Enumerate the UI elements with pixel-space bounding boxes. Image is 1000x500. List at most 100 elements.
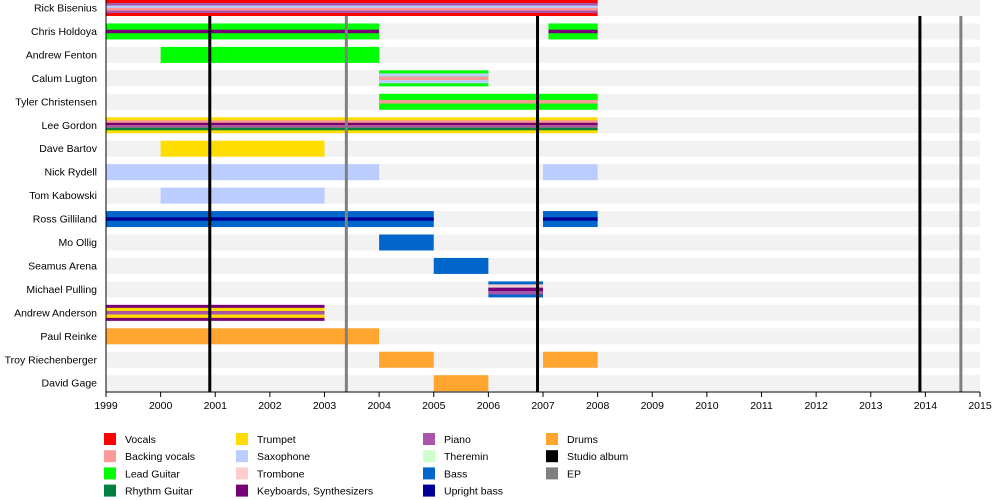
x-tick-label: 2000 xyxy=(149,400,173,412)
legend-swatch xyxy=(104,467,116,480)
member-bar-stripe xyxy=(379,76,489,81)
legend-swatch xyxy=(104,484,116,497)
legend-label: Bass xyxy=(444,468,467,480)
legend-label: Keyboards, Synthesizers xyxy=(257,486,373,498)
x-tick-label: 2005 xyxy=(422,400,446,412)
x-tick-label: 2011 xyxy=(750,400,773,412)
member-label: Lee Gordon xyxy=(42,120,98,132)
member-label: Paul Reinke xyxy=(40,331,97,343)
member-bar-stripe xyxy=(379,100,598,104)
member-bar-stripe xyxy=(106,8,598,11)
member-bar xyxy=(433,257,489,274)
legend-label: Piano xyxy=(444,434,471,446)
member-bar-stripe xyxy=(379,80,489,84)
legend-swatch xyxy=(423,450,435,463)
member-label: Tyler Christensen xyxy=(15,96,97,108)
x-tick-label: 1999 xyxy=(94,400,118,412)
legend-label: Saxophone xyxy=(257,451,310,463)
x-tick-label: 2001 xyxy=(204,400,228,412)
row-band xyxy=(106,234,980,251)
legend-swatch xyxy=(236,467,248,480)
member-bar-stripe xyxy=(488,291,543,295)
member-label: Michael Pulling xyxy=(26,284,97,296)
member-label: Dave Bartov xyxy=(39,143,98,155)
member-bar-stripe xyxy=(379,73,489,77)
member-label: Calum Lugton xyxy=(32,73,98,85)
x-tick-label: 2003 xyxy=(313,400,337,412)
legend-swatch xyxy=(546,450,558,463)
member-bar xyxy=(106,164,380,181)
x-tick-label: 2007 xyxy=(531,400,555,412)
legend-label: Theremin xyxy=(444,451,489,463)
member-bar xyxy=(379,234,434,251)
member-bar-stripe xyxy=(106,125,598,128)
member-label: Rick Bisenius xyxy=(34,3,97,15)
legend-swatch xyxy=(236,484,248,497)
x-tick-label: 2008 xyxy=(586,400,610,412)
legend-swatch xyxy=(423,467,435,480)
member-bar xyxy=(160,187,325,204)
legend-swatch xyxy=(546,433,558,445)
member-bar-stripe xyxy=(106,127,598,131)
member-label: Ross Gilliland xyxy=(33,214,97,226)
legend-swatch xyxy=(546,467,558,480)
legend-label: EP xyxy=(567,468,581,480)
member-bar xyxy=(160,140,325,157)
member-bar xyxy=(543,164,598,181)
member-label: Nick Rydell xyxy=(44,167,97,179)
member-bar-stripe xyxy=(106,10,598,13)
legend-swatch xyxy=(236,450,248,463)
x-tick-label: 2012 xyxy=(804,400,828,412)
x-tick-label: 2010 xyxy=(695,400,719,412)
member-label: Andrew Anderson xyxy=(14,307,97,319)
member-label: David Gage xyxy=(42,378,98,390)
member-label: Andrew Fenton xyxy=(26,49,97,61)
legend-label: Upright bass xyxy=(444,486,503,498)
member-bar-stripe xyxy=(106,5,598,8)
legend-swatch xyxy=(423,433,435,445)
member-bar-stripe xyxy=(543,217,598,221)
member-bar-stripe xyxy=(106,314,325,318)
member-bar xyxy=(106,328,380,345)
legend-label: Rhythm Guitar xyxy=(125,486,193,498)
x-tick-label: 2015 xyxy=(968,400,992,412)
x-tick-label: 2004 xyxy=(367,400,391,412)
legend-label: Backing vocals xyxy=(125,451,195,463)
member-label: Chris Holdoya xyxy=(31,26,97,38)
row-band xyxy=(106,70,980,87)
x-tick-label: 2006 xyxy=(477,400,501,412)
member-label: Tom Kabowski xyxy=(29,190,97,202)
legend-swatch xyxy=(423,484,435,497)
member-bar-stripe xyxy=(106,217,434,221)
row-band xyxy=(106,375,980,392)
member-bar-stripe xyxy=(106,29,380,34)
x-tick-label: 2002 xyxy=(258,400,282,412)
legend-swatch xyxy=(104,450,116,463)
member-bar-stripe xyxy=(488,287,543,292)
member-bar xyxy=(433,375,489,392)
legend-swatch xyxy=(104,433,116,445)
member-bar-stripe xyxy=(106,120,598,123)
x-tick-label: 2009 xyxy=(641,400,665,412)
x-tick-label: 2014 xyxy=(914,400,938,412)
legend-label: Studio album xyxy=(567,451,629,463)
legend-label: Trumpet xyxy=(257,434,296,446)
row-band xyxy=(106,257,980,274)
member-bar-stripe xyxy=(106,122,598,126)
member-label: Mo Ollig xyxy=(58,237,97,249)
member-bar-stripe xyxy=(106,307,325,312)
member-bar xyxy=(379,351,434,368)
legend-label: Drums xyxy=(567,434,598,446)
legend-swatch xyxy=(236,433,248,445)
legend-label: Vocals xyxy=(125,434,156,446)
member-bar-stripe xyxy=(488,284,543,288)
member-label: Seamus Arena xyxy=(28,260,97,272)
member-bar xyxy=(160,46,380,63)
legend-label: Trombone xyxy=(257,468,305,480)
member-label: Troy Riechenberger xyxy=(5,354,98,366)
member-bar-stripe xyxy=(106,311,325,315)
member-bar-stripe xyxy=(548,29,598,34)
member-bar-stripe xyxy=(106,3,598,6)
member-bar xyxy=(543,351,598,368)
